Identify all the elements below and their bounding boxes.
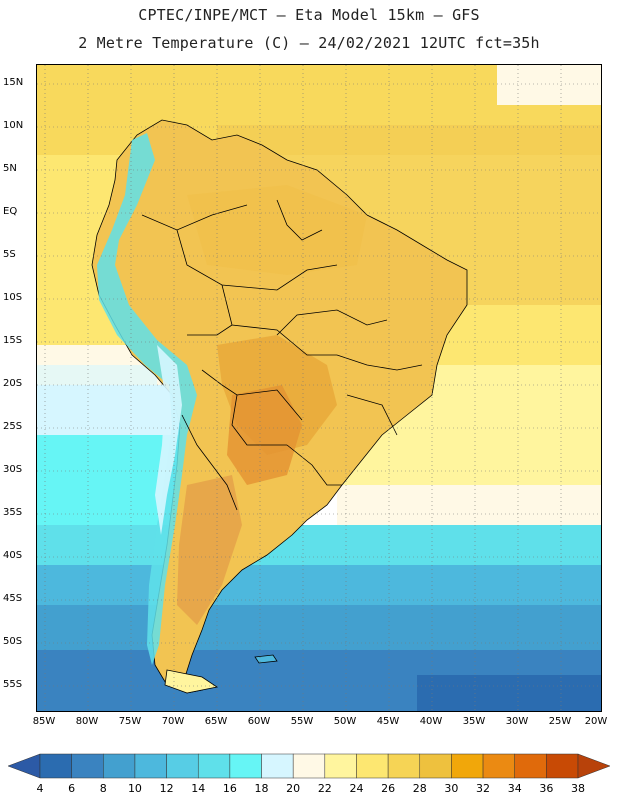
colorbar-swatch — [292, 753, 326, 779]
border-line — [346, 394, 398, 436]
lon-label-40w: 40W — [419, 716, 443, 727]
colorbar-swatch — [546, 753, 579, 779]
colorbar-tick-label: 16 — [222, 782, 237, 795]
andes-core — [155, 345, 182, 535]
border-line — [176, 229, 338, 291]
lon-label-35w: 35W — [462, 716, 486, 727]
colorbar-tick-label: 26 — [381, 782, 396, 795]
border-line — [141, 204, 248, 231]
colorbar-tick-label: 32 — [476, 782, 491, 795]
colorbar-tick-label: 12 — [159, 782, 174, 795]
border-line — [286, 444, 342, 486]
lat-label-35s: 35S — [3, 507, 23, 518]
lon-label-85w: 85W — [32, 716, 56, 727]
lat-label-eq: EQ — [3, 206, 18, 217]
lon-label-75w: 75W — [118, 716, 142, 727]
colorbar-tick-label: 14 — [191, 782, 206, 795]
colorbar-tick-label: 28 — [412, 782, 427, 795]
colorbar-high-extension — [577, 753, 611, 779]
lon-label-45w: 45W — [376, 716, 400, 727]
lat-label-50s: 50S — [3, 636, 23, 647]
tierra-del-fuego — [164, 669, 219, 694]
colorbar-swatch — [229, 753, 262, 779]
andes-cold-strip — [97, 133, 197, 665]
lat-label-45s: 45S — [3, 593, 23, 604]
border-line — [276, 199, 323, 241]
lat-label-10n: 10N — [3, 120, 24, 131]
colorbar-tick-label: 10 — [127, 782, 142, 795]
lat-label-30s: 30S — [3, 464, 23, 475]
lon-label-55w: 55W — [290, 716, 314, 727]
border-line — [181, 414, 238, 511]
colorbar-tick-label: 38 — [571, 782, 585, 795]
lat-label-5n: 5N — [3, 163, 17, 174]
border-line — [336, 354, 423, 371]
colorbar-swatch — [324, 753, 357, 779]
lat-label-25s: 25S — [3, 421, 23, 432]
lat-label-15n: 15N — [3, 77, 24, 88]
colorbar-swatch — [451, 753, 484, 779]
lon-label-25w: 25W — [548, 716, 572, 727]
falkland-islands — [254, 654, 278, 664]
lon-label-70w: 70W — [161, 716, 185, 727]
map-title-line-2: 2 Metre Temperature (C) – 24/02/2021 12U… — [78, 34, 540, 52]
lat-label-55s: 55S — [3, 679, 23, 690]
temperature-colorbar — [7, 753, 611, 779]
colorbar-tick-label: 6 — [68, 782, 76, 795]
lat-label-15s: 15S — [3, 335, 23, 346]
colorbar-tick-label: 24 — [349, 782, 364, 795]
lon-label-80w: 80W — [75, 716, 99, 727]
country-borders — [141, 199, 423, 511]
lat-label-10s: 10S — [3, 292, 23, 303]
colorbar-tick-label: 30 — [444, 782, 459, 795]
temperature-map — [37, 65, 601, 711]
colorbar-swatch — [197, 753, 231, 779]
ocean-band-south-blue — [37, 605, 601, 655]
lat-label-40s: 40S — [3, 550, 23, 561]
colorbar-swatch — [387, 753, 421, 779]
ocean-band-south-teal — [37, 565, 601, 610]
ocean-band-north-cream — [497, 65, 601, 105]
colorbar-tick-label: 8 — [99, 782, 107, 795]
border-line — [231, 394, 287, 446]
amazon-warm-area — [187, 185, 367, 275]
lon-label-50w: 50W — [333, 716, 357, 727]
colorbar-tick-label: 20 — [286, 782, 301, 795]
colorbar-tick-label: 36 — [539, 782, 554, 795]
colorbar-swatch — [419, 753, 452, 779]
ocean-band-pacific-pale — [37, 365, 157, 395]
colorbar-swatch — [482, 753, 515, 779]
lon-label-65w: 65W — [204, 716, 228, 727]
colorbar-swatch — [103, 753, 136, 779]
lat-lon-grid — [37, 65, 601, 711]
ocean-band-deepest-blue — [417, 675, 601, 711]
lon-label-30w: 30W — [505, 716, 529, 727]
border-line — [221, 284, 337, 356]
lon-label-20w: 20W — [584, 716, 608, 727]
map-title-line-1: CPTEC/INPE/MCT – Eta Model 15km – GFS — [138, 6, 480, 24]
lat-label-5s: 5S — [3, 249, 16, 260]
colorbar-tick-label: 22 — [317, 782, 332, 795]
lon-label-60w: 60W — [247, 716, 271, 727]
border-line — [187, 324, 233, 336]
colorbar-swatch — [356, 753, 389, 779]
colorbar-tick-label: 4 — [36, 782, 44, 795]
colorbar-tick-label: 18 — [254, 782, 269, 795]
patagonia-warm-area — [177, 475, 242, 625]
colorbar-swatch — [71, 753, 104, 779]
border-line — [276, 309, 388, 336]
map-panel — [36, 64, 602, 712]
colorbar-low-extension — [7, 753, 41, 779]
lat-label-20s: 20S — [3, 378, 23, 389]
colorbar-swatch — [261, 753, 294, 779]
chaco-hot-area — [227, 385, 302, 485]
colorbar-swatch — [134, 753, 167, 779]
colorbar-tick-label: 34 — [507, 782, 522, 795]
colorbar-swatch — [166, 753, 199, 779]
colorbar-swatch — [514, 753, 547, 779]
colorbar-swatch — [39, 753, 72, 779]
